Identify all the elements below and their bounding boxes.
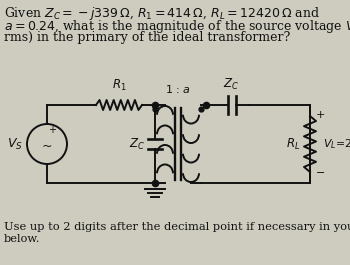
Text: $R_L$: $R_L$ (286, 136, 300, 152)
Text: rms) in the primary of the ideal transformer?: rms) in the primary of the ideal transfo… (4, 31, 290, 44)
Text: $Z_C$: $Z_C$ (129, 136, 145, 152)
Text: $V_S$: $V_S$ (7, 136, 23, 152)
Text: Use up to 2 digits after the decimal point if necessary in your answer: Use up to 2 digits after the decimal poi… (4, 222, 350, 232)
Text: $Z_C$: $Z_C$ (224, 77, 239, 92)
Text: Given $Z_C = -j339\,\Omega$, $R_1 = 414\,\Omega$, $R_L = 12420\,\Omega$ and: Given $Z_C = -j339\,\Omega$, $R_1 = 414\… (4, 5, 320, 22)
Text: $R_1$: $R_1$ (112, 78, 126, 93)
Text: −: − (316, 168, 326, 178)
Text: $V_L\!=\!280\angle0^\circ$ $V_{rms}$: $V_L\!=\!280\angle0^\circ$ $V_{rms}$ (323, 136, 350, 151)
Text: $a = 0.24$, what is the magnitude of the source voltage $V_S$ (in V: $a = 0.24$, what is the magnitude of the… (4, 18, 350, 35)
Text: below.: below. (4, 234, 41, 244)
Text: ~: ~ (42, 139, 52, 152)
Text: +: + (48, 125, 56, 135)
Text: +: + (316, 110, 326, 120)
Text: 1 : $a$: 1 : $a$ (165, 83, 191, 95)
